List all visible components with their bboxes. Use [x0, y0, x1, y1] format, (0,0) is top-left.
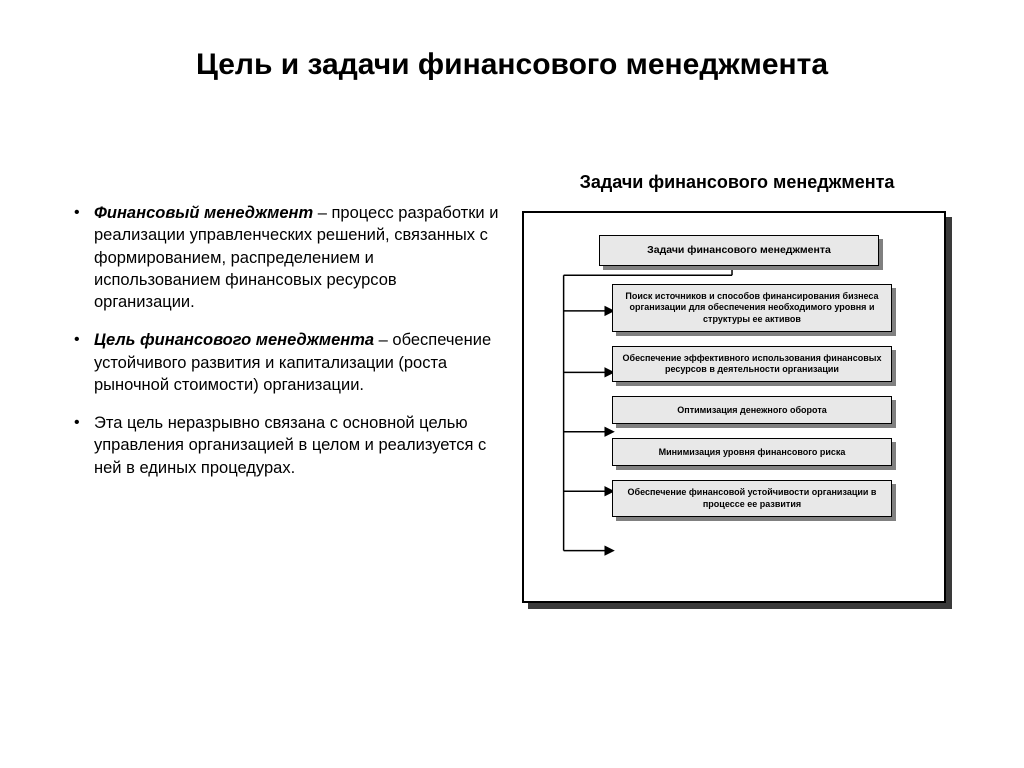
box-label: Поиск источников и способов финансирован… — [612, 284, 892, 332]
slide: Цель и задачи финансового менеджмента Фи… — [0, 0, 1024, 768]
left-column: Финансовый менеджмент – процесс разработ… — [70, 172, 500, 609]
diagram-box: Обеспечение эффективного использования ф… — [612, 346, 892, 383]
term: Цель финансового менеджмента — [94, 331, 374, 349]
diagram-title: Задачи финансового менеджмента — [580, 172, 895, 193]
box-label: Обеспечение финансовой устойчивости орга… — [612, 480, 892, 517]
bullet-item: Финансовый менеджмент – процесс разработ… — [70, 202, 500, 313]
slide-title: Цель и задачи финансового менеджмента — [70, 48, 954, 82]
diagram-box: Оптимизация денежного оборота — [612, 396, 892, 424]
content-row: Финансовый менеджмент – процесс разработ… — [70, 172, 954, 609]
diagram-box: Поиск источников и способов финансирован… — [612, 284, 892, 332]
bullet-item: Цель финансового менеджмента – обеспечен… — [70, 329, 500, 396]
bullet-item: Эта цель неразрывно связана с основной ц… — [70, 412, 500, 479]
diagram-box: Обеспечение финансовой устойчивости орга… — [612, 480, 892, 517]
box-label: Обеспечение эффективного использования ф… — [612, 346, 892, 383]
bullet-text: Эта цель неразрывно связана с основной ц… — [94, 414, 486, 477]
box-label: Оптимизация денежного оборота — [612, 396, 892, 424]
box-label: Минимизация уровня финансового риска — [612, 438, 892, 466]
diagram-box: Минимизация уровня финансового риска — [612, 438, 892, 466]
bullet-list: Финансовый менеджмент – процесс разработ… — [70, 202, 500, 479]
diagram-frame: Задачи финансового менеджмента Поиск ист… — [522, 211, 952, 609]
box-label: Задачи финансового менеджмента — [599, 235, 879, 266]
right-column: Задачи финансового менеджмента — [520, 172, 954, 609]
frame-inner: Задачи финансового менеджмента Поиск ист… — [522, 211, 946, 603]
term: Финансовый менеджмент — [94, 204, 313, 222]
diagram-header-box: Задачи финансового менеджмента — [599, 235, 879, 266]
